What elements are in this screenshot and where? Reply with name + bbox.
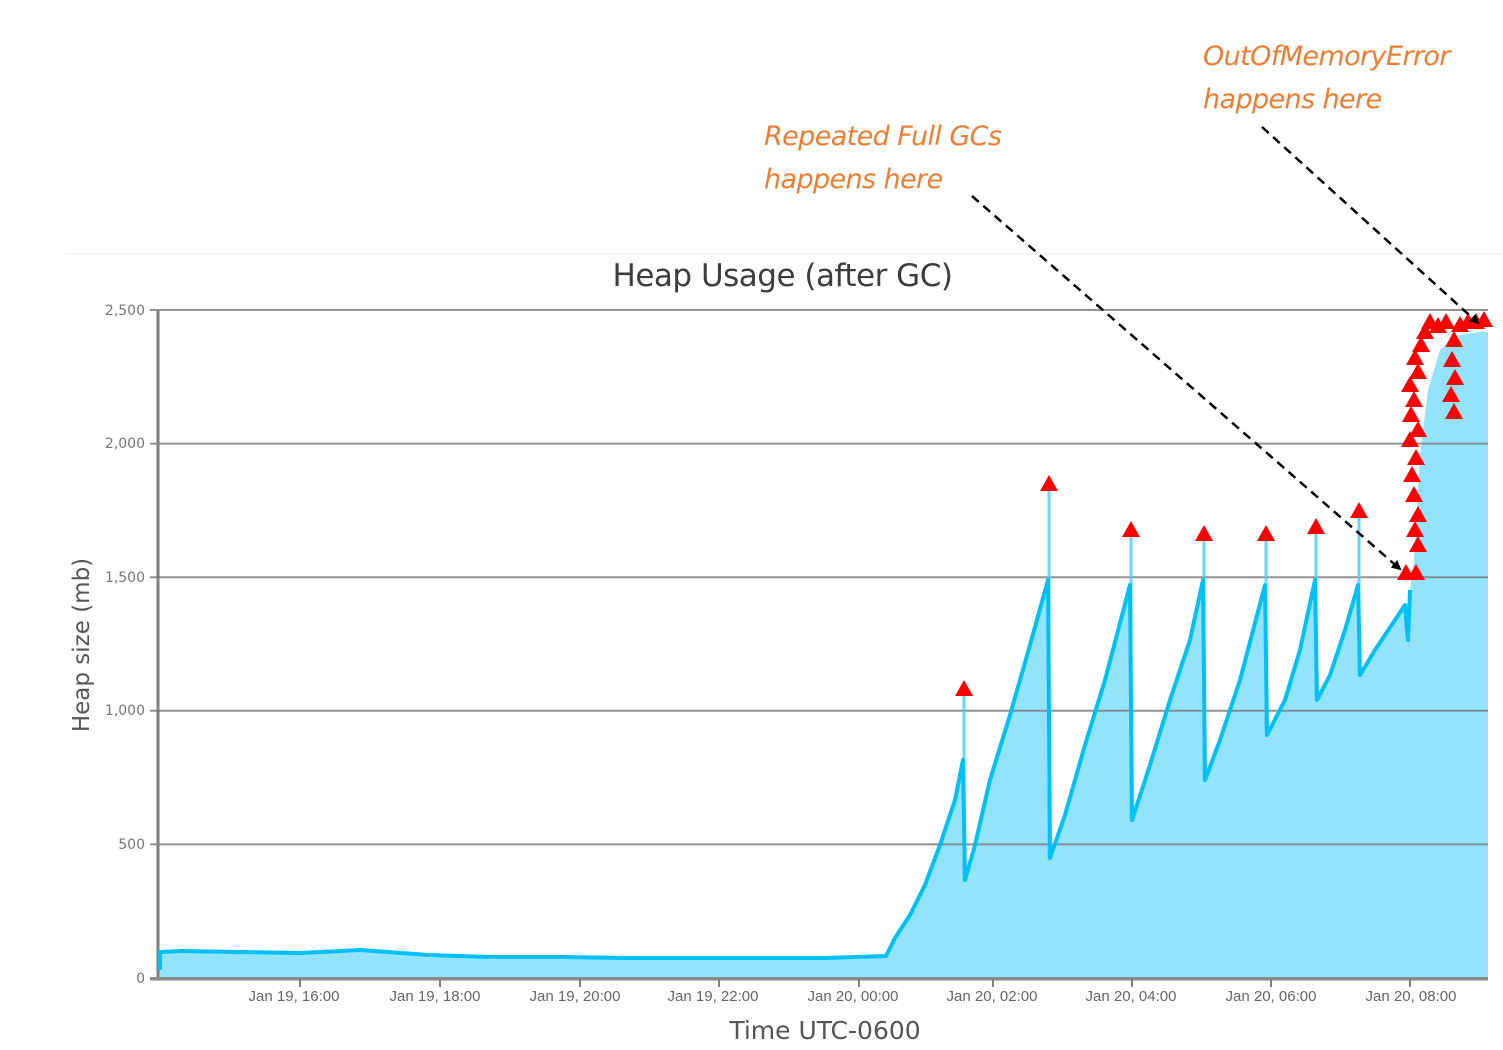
- x-tick-jan20-0000: Jan 20, 00:00: [807, 988, 899, 1005]
- x-tick-jan19-1600: Jan 19, 16:00: [248, 988, 340, 1005]
- x-tick-jan19-1800: Jan 19, 18:00: [389, 988, 481, 1005]
- x-tick-jan20-0800: Jan 20, 08:00: [1365, 988, 1457, 1005]
- heap-line: [158, 578, 1412, 970]
- annotation-full-gc-line1: Repeated Full GCs: [764, 121, 1002, 152]
- data-point-dots: [180, 948, 827, 960]
- x-axis-label: Time UTC-0600: [729, 1016, 921, 1045]
- x-tick-jan20-0600: Jan 20, 06:00: [1225, 988, 1317, 1005]
- x-tick-marks: [299, 979, 1411, 987]
- y-tick-2000: 2,000: [104, 436, 145, 452]
- annotation-full-gc-line2: happens here: [764, 164, 943, 195]
- y-tick-1500: 1,500: [104, 570, 145, 586]
- y-tick-1000: 1,000: [104, 703, 145, 719]
- x-tick-jan19-2200: Jan 19, 22:00: [667, 988, 759, 1005]
- heap-area: [158, 332, 1488, 978]
- y-tick-0: 0: [136, 971, 145, 987]
- annotation-oom-line1: OutOfMemoryError: [1203, 41, 1450, 72]
- chart-title: Heap Usage (after GC): [612, 258, 953, 294]
- x-tick-jan20-0200: Jan 20, 02:00: [946, 988, 1038, 1005]
- y-axis-label: Heap size (mb): [69, 557, 95, 733]
- chart-top-border: [66, 253, 1503, 255]
- x-tick-jan19-2000: Jan 19, 20:00: [529, 988, 621, 1005]
- annotation-oom-line2: happens here: [1203, 84, 1382, 115]
- y-tick-500: 500: [118, 837, 145, 853]
- annotation-repeated-full-gc: Repeated Full GCs happens here: [764, 115, 1002, 201]
- annotation-oom: OutOfMemoryError happens here: [1203, 35, 1450, 121]
- arrow-oom: [1261, 126, 1480, 325]
- arrow-repeated-full-gc: [971, 195, 1402, 571]
- y-tick-2500: 2,500: [104, 303, 145, 319]
- x-tick-jan20-0400: Jan 20, 04:00: [1085, 988, 1177, 1005]
